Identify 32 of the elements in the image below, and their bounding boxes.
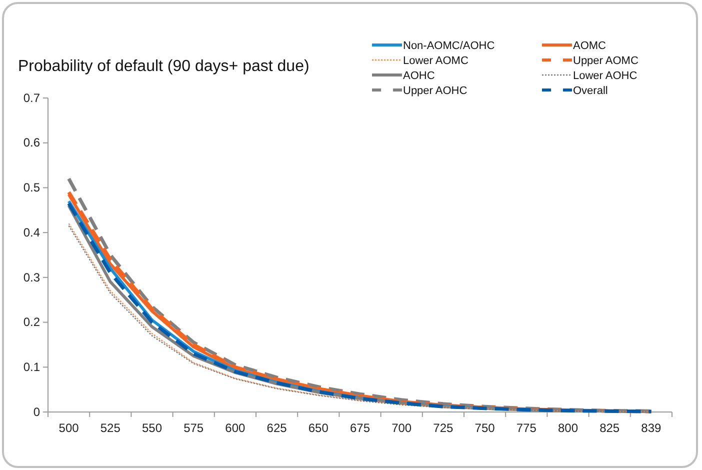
x-tick-label: 600 xyxy=(225,421,246,435)
y-tick-label: 0.2 xyxy=(23,315,40,330)
x-tick-label: 625 xyxy=(266,421,288,435)
legend-label: AOMC xyxy=(573,40,606,52)
x-tick-label: 775 xyxy=(516,421,537,435)
x-tick-label: 675 xyxy=(350,421,370,435)
x-tick-label: 500 xyxy=(58,421,80,435)
y-tick-label: 0.3 xyxy=(23,270,40,284)
x-tick-label: 800 xyxy=(558,421,578,435)
x-tick-label: 825 xyxy=(600,421,620,435)
chart-title: Probability of default (90 days+ past due) xyxy=(18,58,310,75)
legend-label: Lower AOHC xyxy=(573,70,638,82)
y-tick-label: 0.6 xyxy=(23,136,40,150)
x-tick-label: 750 xyxy=(474,421,496,435)
x-tick-label: 525 xyxy=(100,421,121,435)
y-tick-label: 0 xyxy=(33,404,40,419)
legend-label: Upper AOMC xyxy=(573,55,638,67)
x-tick-label: 839 xyxy=(641,421,662,435)
legend-label: Overall xyxy=(573,85,608,97)
legend-label: Lower AOMC xyxy=(403,55,468,67)
x-tick-label: 700 xyxy=(392,421,412,435)
y-tick-label: 0.7 xyxy=(23,90,40,105)
legend-label: Upper AOHC xyxy=(403,85,468,97)
y-tick-label: 0.4 xyxy=(23,225,40,240)
x-tick-label: 550 xyxy=(142,421,162,435)
y-tick-label: 0.5 xyxy=(23,180,40,195)
x-tick-label: 575 xyxy=(184,421,204,435)
legend-label: AOHC xyxy=(403,70,435,82)
x-tick-label: 725 xyxy=(433,421,454,435)
x-tick-label: 650 xyxy=(308,421,329,435)
legend-label: Non-AOMC/AOHC xyxy=(403,40,495,52)
y-tick-label: 0.1 xyxy=(23,360,40,374)
